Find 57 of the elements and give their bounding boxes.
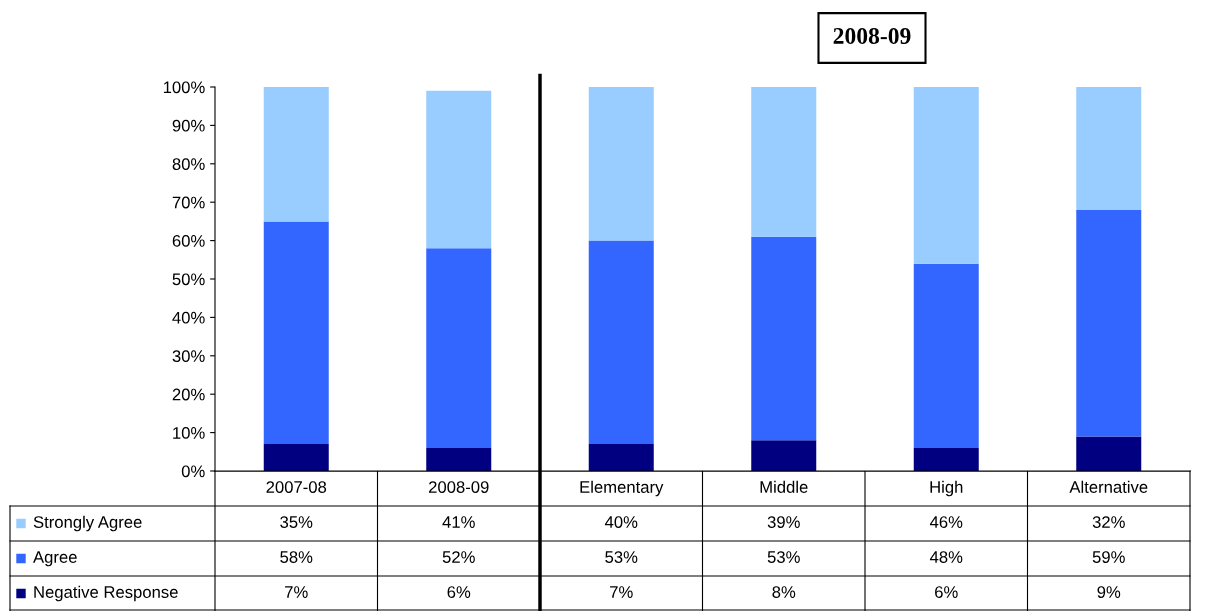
bar bbox=[1076, 87, 1142, 210]
data-label: 35% bbox=[280, 516, 313, 528]
x-tick-label: High bbox=[930, 480, 963, 497]
x-tick-label: Middle bbox=[760, 480, 808, 493]
data-label: 40% bbox=[604, 516, 638, 528]
y-tick-label: 20% bbox=[172, 388, 205, 401]
y-tick-label: 10% bbox=[173, 427, 205, 439]
bar bbox=[426, 90, 492, 249]
bar bbox=[263, 87, 329, 222]
bar bbox=[1076, 436, 1142, 471]
bar bbox=[751, 87, 817, 237]
data-label: 32% bbox=[1092, 516, 1125, 528]
data-label: 41% bbox=[442, 516, 475, 528]
data-label: 6% bbox=[935, 586, 958, 598]
y-tick-label: 0% bbox=[181, 465, 205, 478]
legend-label: Agree bbox=[33, 551, 77, 567]
y-tick-label: 40% bbox=[172, 311, 205, 324]
bar bbox=[426, 248, 492, 448]
bar bbox=[588, 444, 654, 471]
data-label: 7% bbox=[285, 586, 308, 598]
y-tick-label: 60% bbox=[172, 235, 205, 247]
data-label: 7% bbox=[610, 586, 633, 598]
data-label: 58% bbox=[280, 551, 313, 563]
data-label: 8% bbox=[772, 586, 796, 598]
legend-label: Strongly Agree bbox=[33, 515, 142, 532]
data-label: 39% bbox=[767, 516, 800, 528]
x-tick-label: 2008-09 bbox=[429, 481, 489, 493]
bar bbox=[751, 440, 817, 471]
x-tick-label: 2007-08 bbox=[266, 481, 327, 493]
bar bbox=[263, 221, 329, 445]
bar bbox=[751, 236, 817, 441]
y-tick-label: 50% bbox=[172, 273, 205, 286]
bar bbox=[426, 447, 492, 471]
data-label: 52% bbox=[442, 551, 475, 563]
y-tick-label: 70% bbox=[172, 196, 205, 209]
bar bbox=[588, 87, 654, 241]
text: 2008-09 bbox=[833, 27, 911, 44]
x-tick-label: Elementary bbox=[580, 480, 664, 497]
data-label: 9% bbox=[1097, 586, 1121, 598]
data-label: 48% bbox=[929, 551, 963, 563]
legend-label: Negative Response bbox=[34, 585, 178, 602]
x-tick-label: Alternative bbox=[1069, 480, 1148, 493]
bar bbox=[588, 240, 654, 445]
data-label: 6% bbox=[447, 586, 471, 598]
bar bbox=[913, 447, 979, 471]
bar bbox=[1076, 209, 1142, 437]
y-tick-label: 90% bbox=[172, 119, 205, 132]
data-label: 53% bbox=[605, 551, 638, 563]
bar bbox=[263, 444, 329, 471]
data-label: 53% bbox=[767, 551, 800, 563]
data-label: 59% bbox=[1092, 551, 1125, 563]
data-label: 46% bbox=[929, 516, 963, 528]
y-tick-label: 30% bbox=[172, 350, 205, 362]
bar bbox=[913, 87, 979, 264]
y-tick-label: 100% bbox=[163, 81, 205, 94]
y-tick-label: 80% bbox=[172, 158, 205, 170]
bar bbox=[913, 263, 979, 448]
